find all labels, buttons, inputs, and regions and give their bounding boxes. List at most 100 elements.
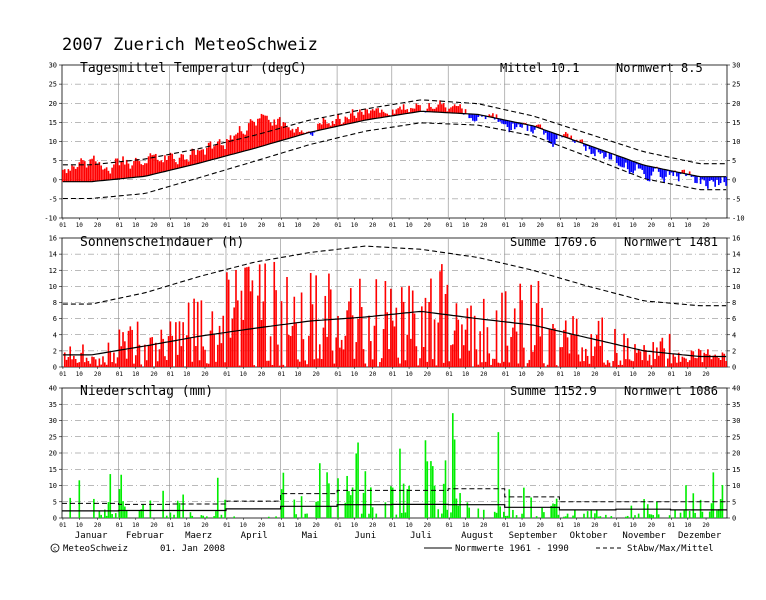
- sunshine-bar: [300, 292, 303, 367]
- precip-bar: [583, 513, 585, 518]
- temperature-bar: [617, 156, 620, 166]
- temperature-bar: [588, 145, 591, 150]
- temperature-bar: [244, 134, 246, 151]
- sunshine-bar: [513, 308, 516, 367]
- sunshine-bar: [308, 335, 310, 367]
- temperature-bar: [180, 154, 183, 168]
- day-tick-label: 20: [150, 522, 158, 529]
- precip-bar: [280, 489, 283, 518]
- y-tick-label: 6: [53, 315, 57, 323]
- sunshine-bar: [535, 303, 538, 367]
- y-tick-label: 20: [49, 100, 57, 108]
- precip-bar: [370, 487, 372, 518]
- precip-bar: [457, 505, 460, 518]
- footer-copyright: MeteoSchweiz: [63, 544, 128, 554]
- temperature-bar: [226, 139, 228, 156]
- y-tick-label: 0: [53, 176, 57, 184]
- temperature-bar: [703, 176, 706, 181]
- temperature-bar: [195, 154, 197, 165]
- precip-bar: [506, 515, 509, 518]
- sunshine-bar: [499, 363, 501, 367]
- precip-bar: [98, 510, 101, 518]
- month-label: August: [461, 531, 494, 541]
- max-line: [62, 245, 727, 307]
- precip-bar: [122, 501, 124, 518]
- temperature-bar: [82, 160, 84, 182]
- y-tick-label: 12: [732, 267, 740, 275]
- sunshine-bar: [697, 348, 700, 367]
- sunshine-bar: [666, 358, 669, 367]
- sunshine-bar: [313, 359, 316, 367]
- sunshine-bar: [282, 364, 285, 367]
- temperature-bar: [692, 175, 695, 177]
- footer-legend-norm: Normwerte 1961 - 1990: [455, 544, 569, 554]
- day-tick-label: 20: [313, 222, 321, 229]
- temperature-bar: [597, 148, 600, 153]
- day-tick-label: 20: [537, 371, 545, 378]
- day-tick-label: 20: [648, 222, 656, 229]
- temperature-bar: [532, 125, 534, 134]
- y-tick-label: 30: [732, 417, 740, 425]
- precip-bar: [433, 485, 436, 518]
- month-label: Dezember: [678, 531, 722, 541]
- sunshine-bar: [421, 306, 423, 367]
- sunshine-bar: [295, 323, 297, 367]
- precip-bar: [355, 453, 358, 518]
- precip-bar: [109, 474, 112, 518]
- precip-bar: [497, 432, 500, 518]
- temperature-bar: [566, 133, 569, 139]
- y-tick-label: 40: [732, 385, 740, 393]
- temperature-bar: [125, 159, 128, 179]
- sunshine-bar: [326, 336, 328, 367]
- temperature-bar: [632, 161, 634, 174]
- sunshine-bar: [541, 307, 543, 367]
- day-tick-label: 01: [278, 371, 286, 378]
- temperature-bar: [637, 163, 640, 169]
- sunshine-bar: [473, 315, 476, 367]
- temperature-bar: [76, 167, 79, 182]
- sunshine-bar: [462, 345, 465, 367]
- temperature-bar: [497, 118, 500, 122]
- temperature-bar: [492, 113, 494, 118]
- temperature-bar: [395, 109, 398, 116]
- day-tick-label: 20: [201, 222, 209, 229]
- temperature-bar: [145, 163, 148, 176]
- temperature-bar: [652, 167, 655, 172]
- sunshine-bar: [200, 300, 203, 367]
- sunshine-bar: [676, 362, 678, 367]
- precip-bar: [78, 480, 81, 518]
- sunshine-bar: [422, 347, 425, 367]
- precip-bar: [637, 513, 640, 518]
- sunshine-bar: [426, 361, 429, 367]
- temperature-bar: [231, 139, 234, 155]
- temperature-bar: [636, 162, 638, 165]
- day-tick-label: 10: [462, 522, 470, 529]
- temperature-bar: [594, 147, 596, 157]
- temperature-bar: [723, 176, 726, 183]
- temperature-bar: [435, 107, 438, 113]
- sunshine-bar: [400, 287, 403, 367]
- precip-bar: [512, 509, 514, 518]
- sunshine-bar: [337, 315, 339, 367]
- precip-bar: [107, 502, 110, 518]
- sunshine-bar: [151, 337, 153, 367]
- day-tick-label: 20: [480, 222, 488, 229]
- sunshine-bar: [415, 346, 418, 367]
- sunshine-bar: [475, 349, 478, 367]
- temperature-bar: [493, 117, 496, 120]
- precip-bar: [694, 512, 696, 518]
- temperature-bar: [634, 161, 636, 171]
- sunshine-bar: [670, 363, 673, 367]
- y-tick-label: 15: [49, 466, 57, 474]
- precip-bar: [566, 513, 569, 518]
- temperature-bar: [473, 114, 476, 122]
- day-tick-label: 20: [702, 222, 710, 229]
- sunshine-bar: [488, 353, 491, 367]
- sunshine-bar: [501, 292, 503, 367]
- sunshine-bar: [315, 275, 317, 367]
- y-tick-label: 0: [53, 515, 57, 523]
- temperature-bar: [65, 173, 68, 182]
- sunshine-bar: [293, 296, 296, 367]
- temperature-bar: [229, 135, 232, 155]
- sunshine-bar: [211, 311, 214, 367]
